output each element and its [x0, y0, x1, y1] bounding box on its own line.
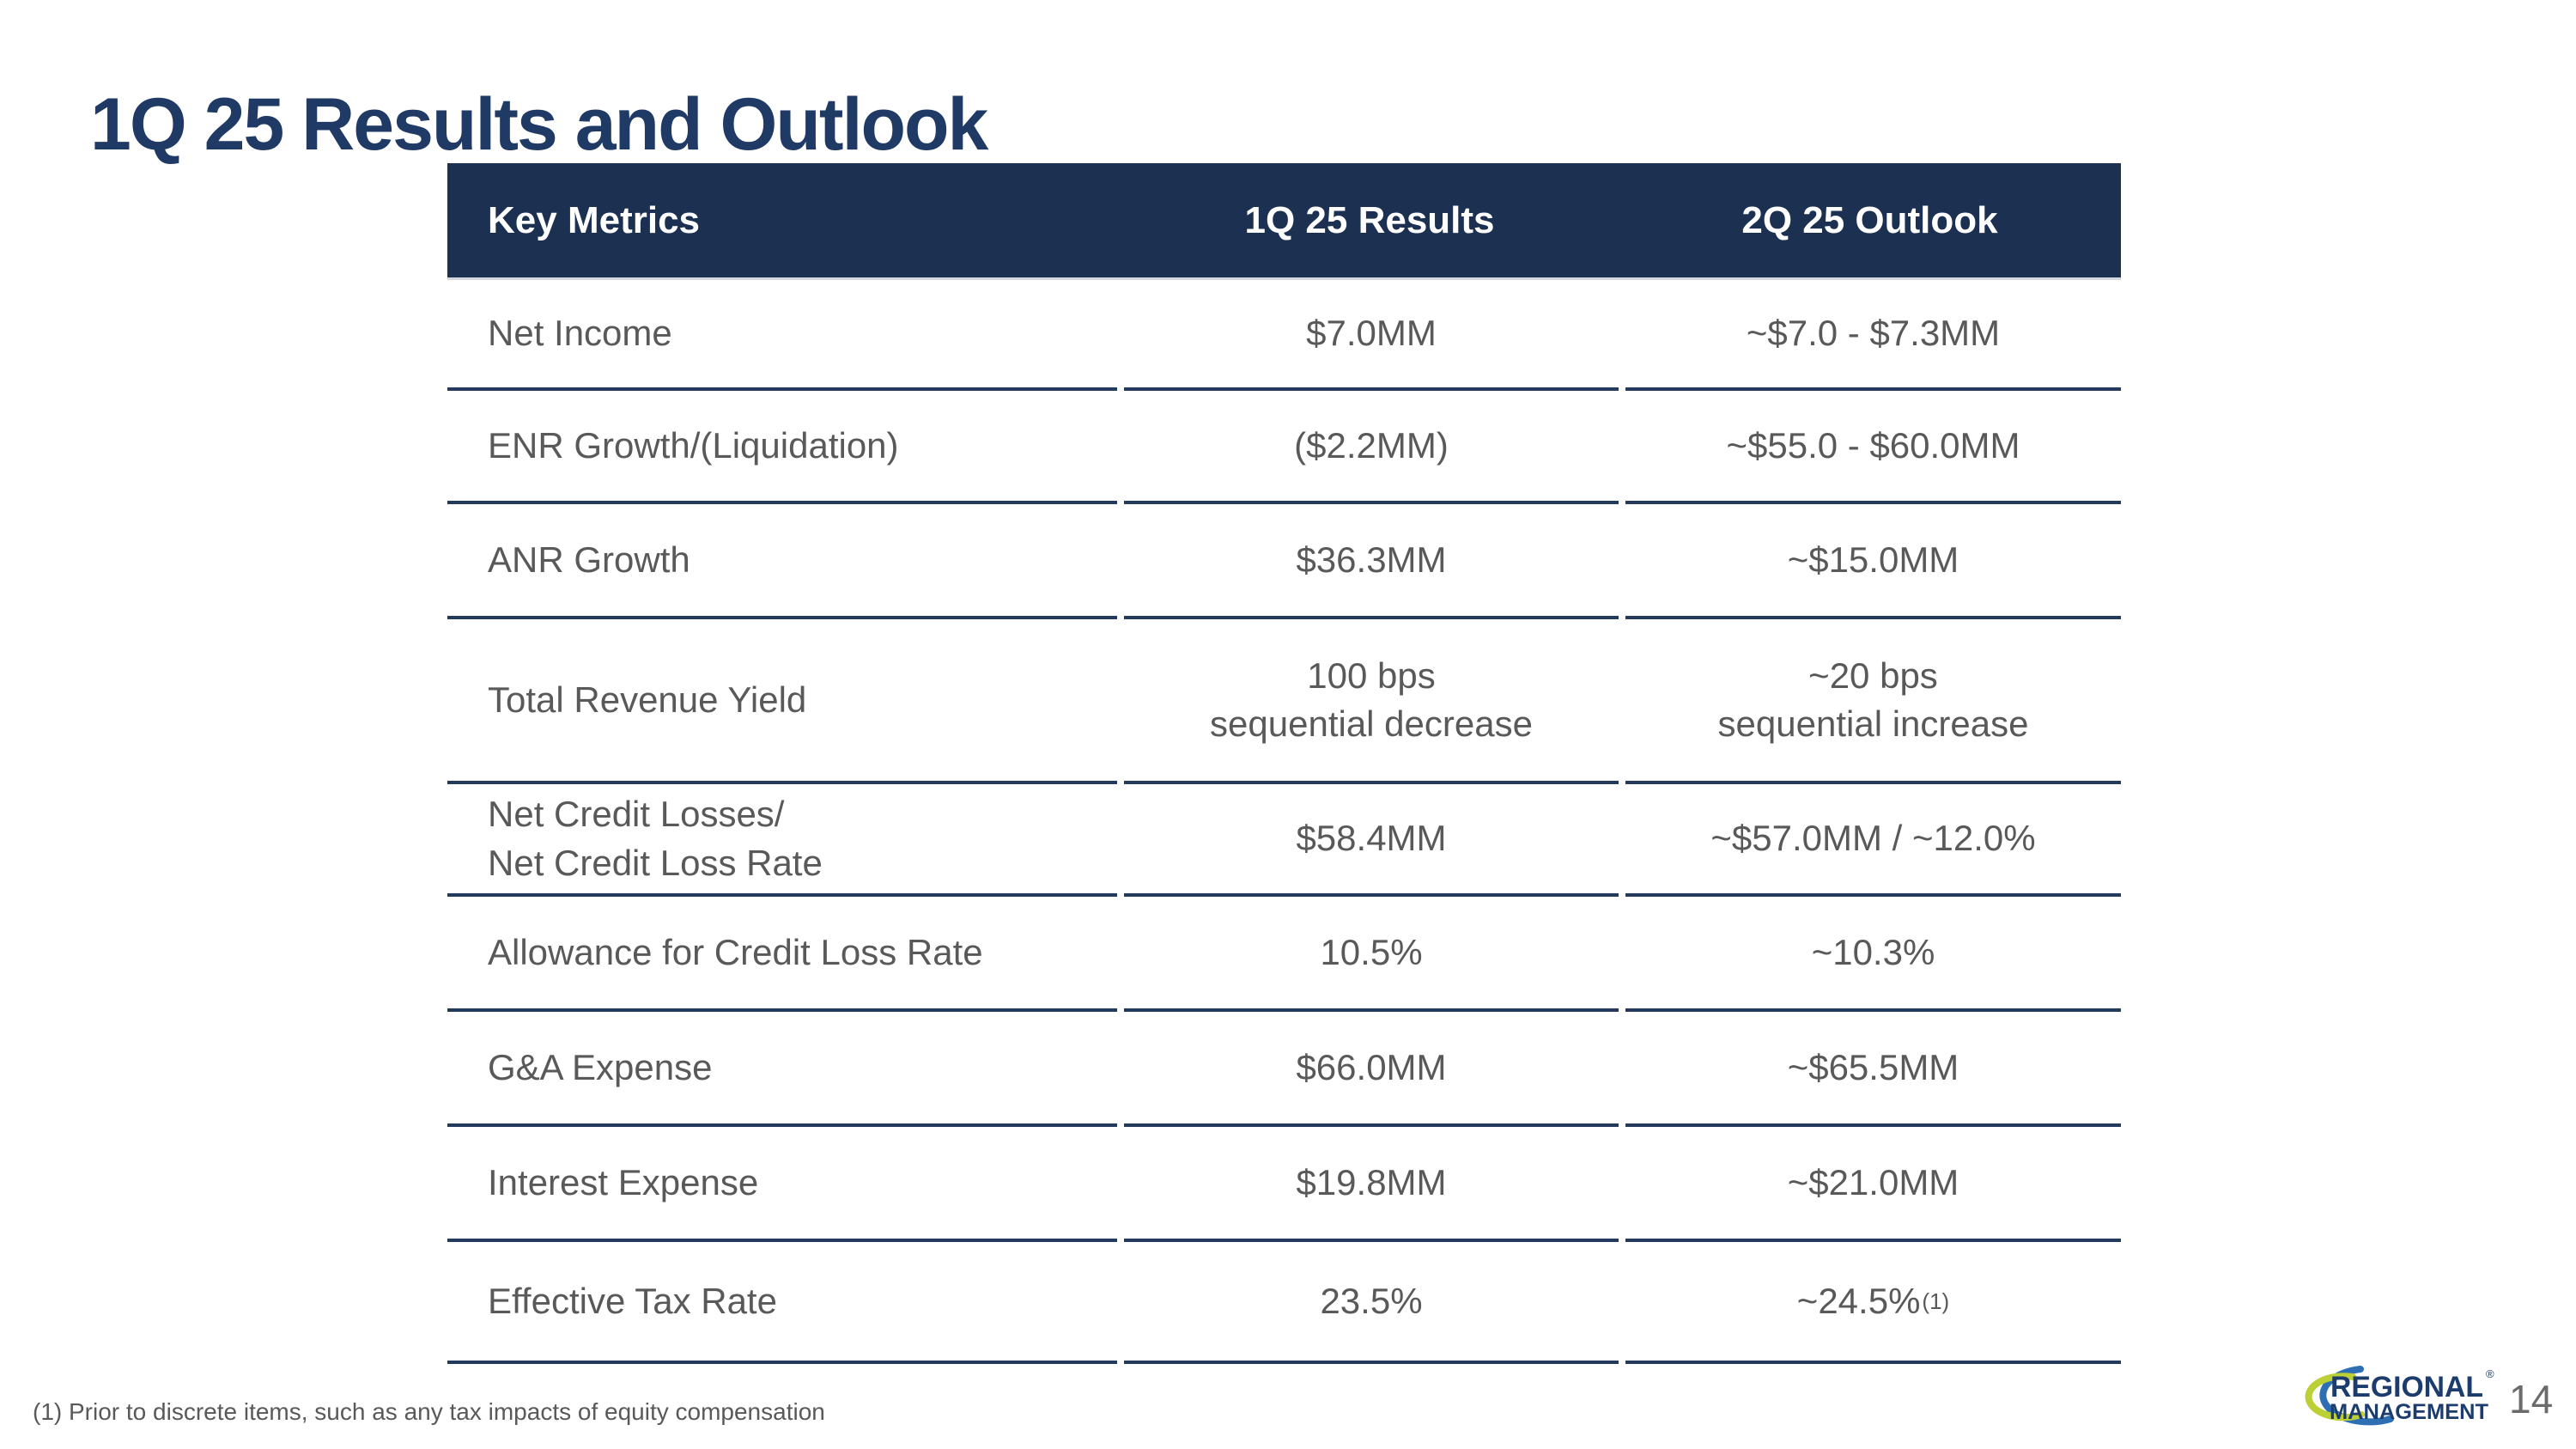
page-number: 14 — [2509, 1377, 2554, 1422]
column-header-1q25-results: 1Q 25 Results — [1244, 198, 1495, 241]
table-header-row: Key Metrics 1Q 25 Results 2Q 25 Outlook — [447, 163, 2121, 280]
cell-result: $19.8MM — [1124, 1127, 1619, 1242]
table-row: ANR Growth $36.3MM ~$15.0MM — [447, 504, 2121, 619]
cell-outlook: ~20 bps sequential increase — [1625, 619, 2121, 784]
cell-result: $7.0MM — [1124, 280, 1619, 391]
column-header-2q25-outlook: 2Q 25 Outlook — [1741, 198, 1998, 241]
table-row: Allowance for Credit Loss Rate 10.5% ~10… — [447, 897, 2121, 1012]
registered-mark-icon: ® — [2486, 1367, 2494, 1380]
cell-outlook: ~$65.5MM — [1625, 1012, 2121, 1127]
cell-result: $58.4MM — [1124, 784, 1619, 897]
cell-metric: Allowance for Credit Loss Rate — [447, 897, 1117, 1012]
cell-outlook: ~$7.0 - $7.3MM — [1625, 280, 2121, 391]
footnote-marker: (1) — [1922, 1288, 1950, 1314]
cell-result: 100 bps sequential decrease — [1124, 619, 1619, 784]
cell-outlook: ~$55.0 - $60.0MM — [1625, 391, 2121, 504]
cell-metric: Interest Expense — [447, 1127, 1117, 1242]
key-metrics-table: Key Metrics 1Q 25 Results 2Q 25 Outlook … — [447, 163, 2121, 1364]
table-row: Net Credit Losses/ Net Credit Loss Rate … — [447, 784, 2121, 897]
table-row: G&A Expense $66.0MM ~$65.5MM — [447, 1012, 2121, 1127]
regional-management-logo: REGIONAL ® MANAGEMENT — [2305, 1366, 2494, 1426]
cell-result: 23.5% — [1124, 1242, 1619, 1364]
cell-result: $36.3MM — [1124, 504, 1619, 619]
cell-outlook: ~$15.0MM — [1625, 504, 2121, 619]
cell-outlook: ~24.5% (1) — [1625, 1242, 2121, 1364]
column-header-key-metrics: Key Metrics — [488, 198, 701, 241]
cell-metric: Net Income — [447, 280, 1117, 391]
cell-outlook-value: ~24.5% — [1796, 1280, 1921, 1321]
table-body: Net Income $7.0MM ~$7.0 - $7.3MM ENR Gro… — [447, 280, 2121, 1364]
table-row: Net Income $7.0MM ~$7.0 - $7.3MM — [447, 280, 2121, 391]
cell-metric: ANR Growth — [447, 504, 1117, 619]
logo-text-management: MANAGEMENT — [2330, 1400, 2488, 1424]
cell-result: $66.0MM — [1124, 1012, 1619, 1127]
cell-outlook: ~$21.0MM — [1625, 1127, 2121, 1242]
cell-outlook: ~10.3% — [1625, 897, 2121, 1012]
table-row: Interest Expense $19.8MM ~$21.0MM — [447, 1127, 2121, 1242]
cell-metric: Net Credit Losses/ Net Credit Loss Rate — [447, 784, 1117, 897]
table-row: Total Revenue Yield 100 bps sequential d… — [447, 619, 2121, 784]
cell-metric: Total Revenue Yield — [447, 619, 1117, 784]
page-title: 1Q 25 Results and Outlook — [90, 82, 988, 166]
logo-text-regional: REGIONAL — [2330, 1371, 2483, 1403]
footnote: (1) Prior to discrete items, such as any… — [33, 1398, 825, 1425]
cell-metric: Effective Tax Rate — [447, 1242, 1117, 1364]
table-row: ENR Growth/(Liquidation) ($2.2MM) ~$55.0… — [447, 391, 2121, 504]
logo-swoosh-green — [2305, 1373, 2365, 1422]
cell-outlook: ~$57.0MM / ~12.0% — [1625, 784, 2121, 897]
table-row: Effective Tax Rate 23.5% ~24.5% (1) — [447, 1242, 2121, 1364]
cell-metric: ENR Growth/(Liquidation) — [447, 391, 1117, 504]
cell-metric: G&A Expense — [447, 1012, 1117, 1127]
cell-result: ($2.2MM) — [1124, 391, 1619, 504]
cell-result: 10.5% — [1124, 897, 1619, 1012]
